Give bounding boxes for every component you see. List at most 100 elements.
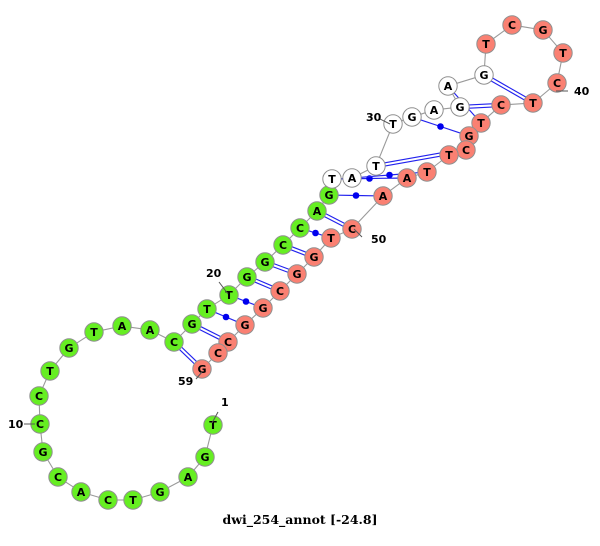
number-leader-tick xyxy=(218,281,229,295)
nucleotide-circle xyxy=(203,415,223,435)
nucleotide-30-T[interactable]: T xyxy=(383,114,403,134)
nucleotide-circle xyxy=(342,168,362,188)
nucleotide-52-G[interactable]: G xyxy=(304,247,324,267)
backbone-segment xyxy=(289,234,294,239)
nucleotide-circle xyxy=(523,93,543,113)
nucleotide-42-C[interactable]: C xyxy=(491,95,511,115)
nucleotide-36-T[interactable]: T xyxy=(476,34,496,54)
base-pair-bond xyxy=(255,278,273,287)
nucleotide-14-T[interactable]: T xyxy=(84,322,104,342)
nucleotide-40-C[interactable]: C xyxy=(547,73,567,93)
nucleotide-5-T[interactable]: T xyxy=(123,490,143,510)
nucleotide-circle xyxy=(197,299,217,319)
nucleotide-22-G[interactable]: G xyxy=(255,252,275,272)
nucleotide-17-C[interactable]: C xyxy=(164,332,184,352)
nucleotide-26-G[interactable]: G xyxy=(319,185,339,205)
nucleotide-circle xyxy=(417,162,437,182)
nucleotide-circle xyxy=(366,156,386,176)
nucleotide-2-G[interactable]: G xyxy=(195,447,215,467)
nucleotide-letter: C xyxy=(553,77,561,90)
nucleotide-13-G[interactable]: G xyxy=(59,338,79,358)
nucleotide-29-T[interactable]: T xyxy=(366,156,386,176)
nucleotide-20-T[interactable]: T xyxy=(219,285,239,305)
nucleotide-12-T[interactable]: T xyxy=(40,361,60,381)
nucleotide-letter: C xyxy=(104,494,112,507)
nucleotide-letter: A xyxy=(118,320,127,333)
nucleotide-circle xyxy=(219,285,239,305)
nucleotide-letter: C xyxy=(224,336,232,349)
nucleotide-25-A[interactable]: A xyxy=(307,201,327,221)
nucleotide-letter: G xyxy=(260,256,269,269)
nucleotide-43-T[interactable]: T xyxy=(471,113,491,133)
backbone-segment xyxy=(420,112,426,115)
base-pair-bond xyxy=(469,106,492,109)
nucleotide-7-A[interactable]: A xyxy=(71,482,91,502)
backbone-segment xyxy=(102,327,114,331)
nucleotide-39-T[interactable]: T xyxy=(553,43,573,63)
nucleotide-letter: C xyxy=(36,418,44,431)
nucleotide-49-A[interactable]: A xyxy=(373,186,393,206)
nucleotide-letter: A xyxy=(184,471,193,484)
nucleotide-circle xyxy=(373,186,393,206)
nucleotide-3-A[interactable]: A xyxy=(178,467,198,487)
nucleotide-51-T[interactable]: T xyxy=(321,228,341,248)
nucleotide-4-G[interactable]: G xyxy=(150,482,170,502)
nucleotide-58-C[interactable]: C xyxy=(208,343,228,363)
nucleotide-circle xyxy=(471,113,491,133)
nucleotide-11-C[interactable]: C xyxy=(29,386,49,406)
nucleotide-59-G[interactable]: G xyxy=(192,359,212,379)
backbone-segment xyxy=(180,330,186,336)
base-pair-bond xyxy=(179,349,195,365)
number-leader-tick xyxy=(379,118,391,125)
nucleotide-55-G[interactable]: G xyxy=(253,298,273,318)
nucleotide-8-C[interactable]: C xyxy=(48,467,68,487)
nucleotide-letter: T xyxy=(445,149,453,162)
nucleotide-circle xyxy=(321,228,341,248)
nucleotide-letter: G xyxy=(155,486,164,499)
backbone-segment xyxy=(89,494,100,498)
nucleotide-47-T[interactable]: T xyxy=(417,162,437,182)
nucleotide-34-A[interactable]: A xyxy=(438,76,458,96)
nucleotide-1-T[interactable]: T xyxy=(203,415,223,435)
nucleotide-33-G[interactable]: G xyxy=(450,97,470,117)
nucleotide-32-A[interactable]: A xyxy=(424,100,444,120)
nucleotide-54-C[interactable]: C xyxy=(270,281,290,301)
nucleotide-letter: T xyxy=(559,47,567,60)
nucleotide-letter: T xyxy=(482,38,490,51)
nucleotide-37-C[interactable]: C xyxy=(502,15,522,35)
nucleotide-38-G[interactable]: G xyxy=(533,20,553,40)
nucleotide-27-T[interactable]: T xyxy=(322,169,342,189)
base-pair-dot xyxy=(312,229,319,237)
nucleotide-16-A[interactable]: A xyxy=(140,320,160,340)
nucleotide-53-G[interactable]: G xyxy=(287,264,307,284)
nucleotide-41-T[interactable]: T xyxy=(523,93,543,113)
nucleotide-circle xyxy=(253,298,273,318)
nucleotide-48-A[interactable]: A xyxy=(397,168,417,188)
nucleotide-46-T[interactable]: T xyxy=(439,145,459,165)
nucleotide-24-C[interactable]: C xyxy=(290,218,310,238)
nucleotide-6-C[interactable]: C xyxy=(98,490,118,510)
nucleotide-circle xyxy=(48,467,68,487)
nucleotide-23-C[interactable]: C xyxy=(273,235,293,255)
nucleotide-56-G[interactable]: G xyxy=(235,315,255,335)
nucleotide-35-G[interactable]: G xyxy=(474,65,494,85)
position-label-59: 59 xyxy=(178,375,193,388)
backbone-segment xyxy=(269,297,274,302)
backbone-segment xyxy=(319,244,326,251)
nucleotide-31-G[interactable]: G xyxy=(402,107,422,127)
nucleotide-letter: A xyxy=(444,80,453,93)
nucleotide-15-A[interactable]: A xyxy=(112,316,132,336)
nucleotide-circle xyxy=(40,361,60,381)
nucleotide-28-A[interactable]: A xyxy=(342,168,362,188)
position-label-20: 20 xyxy=(206,267,222,280)
backbone-segment xyxy=(520,25,535,30)
nucleotide-9-G[interactable]: G xyxy=(33,442,53,462)
nucleotide-21-G[interactable]: G xyxy=(237,267,257,287)
nucleotide-circle xyxy=(450,97,470,117)
base-pair-dot xyxy=(437,123,444,130)
nucleotide-19-T[interactable]: T xyxy=(197,299,217,319)
nucleotide-letter: T xyxy=(46,365,54,378)
nucleotide-45-C[interactable]: C xyxy=(456,140,476,160)
nucleotide-50-C[interactable]: C xyxy=(342,219,362,239)
nucleotide-18-G[interactable]: G xyxy=(182,314,202,334)
